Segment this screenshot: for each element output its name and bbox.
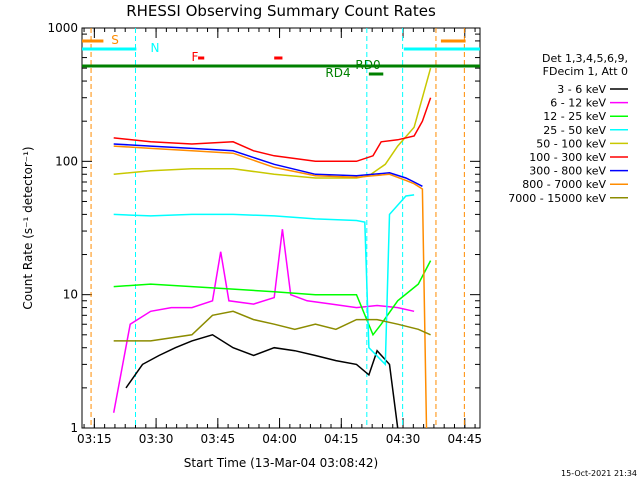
flag-bar [198, 56, 205, 60]
legend-header: Det 1,3,4,5,6,9, [542, 52, 628, 65]
series-line [125, 333, 399, 429]
series-line [113, 67, 432, 179]
legend-entry-label: 12 - 25 keV [543, 110, 606, 123]
x-tick-label: 04:15 [324, 432, 359, 446]
x-tick-label: 03:15 [77, 432, 112, 446]
flag-bar [274, 56, 283, 60]
flag-bar [82, 64, 480, 68]
y-tick-label: 100 [55, 154, 78, 168]
legend-entry-label: 25 - 50 keV [543, 124, 606, 137]
flag-bars: S N F RD0 RD4 [82, 28, 480, 428]
series-line [113, 145, 428, 429]
series-line [112, 229, 415, 413]
series-lines [112, 67, 432, 429]
legend-entry-label: 3 - 6 keV [557, 83, 606, 96]
x-tick-label: 04:00 [262, 432, 297, 446]
series-line [113, 97, 432, 163]
flag-bar [440, 39, 466, 43]
flag-bar [403, 47, 480, 51]
date-stamp: 15-Oct-2021 21:34 [561, 469, 637, 478]
series-line [113, 310, 431, 342]
x-axis-label: Start Time (13-Mar-04 03:08:42) [184, 456, 378, 470]
series-line [113, 194, 415, 367]
legend: Det 1,3,4,5,6,9,FDecim 1, Att 0 3 - 6 keV… [508, 52, 628, 205]
flag-bar [82, 39, 104, 43]
x-tick-label: 04:45 [447, 432, 482, 446]
legend-entry-label: 300 - 800 keV [529, 165, 606, 178]
y-tick-label: 1 [70, 421, 78, 435]
legend-entry-label: 6 - 12 keV [550, 97, 606, 110]
chart-title: RHESSI Observing Summary Count Rates [126, 2, 436, 20]
x-tick-label: 03:30 [139, 432, 174, 446]
y-tick-label: 1000 [47, 21, 78, 35]
y-tick-label: 10 [63, 288, 78, 302]
series-line [113, 143, 423, 187]
x-tick-label: 04:30 [386, 432, 421, 446]
flag-bar [82, 47, 137, 51]
x-tick-label: 03:45 [201, 432, 236, 446]
axes: 1 10 100 1000 03:15 03:30 03:45 04:00 04:15 04:30… [47, 21, 482, 446]
y-axis-label: Count Rate (s⁻¹ detector⁻¹) [21, 146, 35, 309]
flag-label: RD4 [325, 66, 350, 80]
flag-label: N [151, 41, 160, 55]
legend-header: FDecim 1, Att 0 [543, 65, 628, 78]
legend-entry-label: 100 - 300 keV [529, 151, 606, 164]
legend-entry-label: 800 - 7000 keV [522, 178, 606, 191]
legend-entry-label: 50 - 100 keV [536, 137, 606, 150]
flag-bar [368, 72, 384, 76]
flag-label: RD0 [355, 58, 380, 72]
plot-frame [81, 27, 481, 429]
flag-label: S [111, 33, 119, 47]
series-line [113, 260, 432, 337]
legend-entry-label: 7000 - 15000 keV [508, 192, 606, 205]
flag-label: F [192, 50, 199, 64]
